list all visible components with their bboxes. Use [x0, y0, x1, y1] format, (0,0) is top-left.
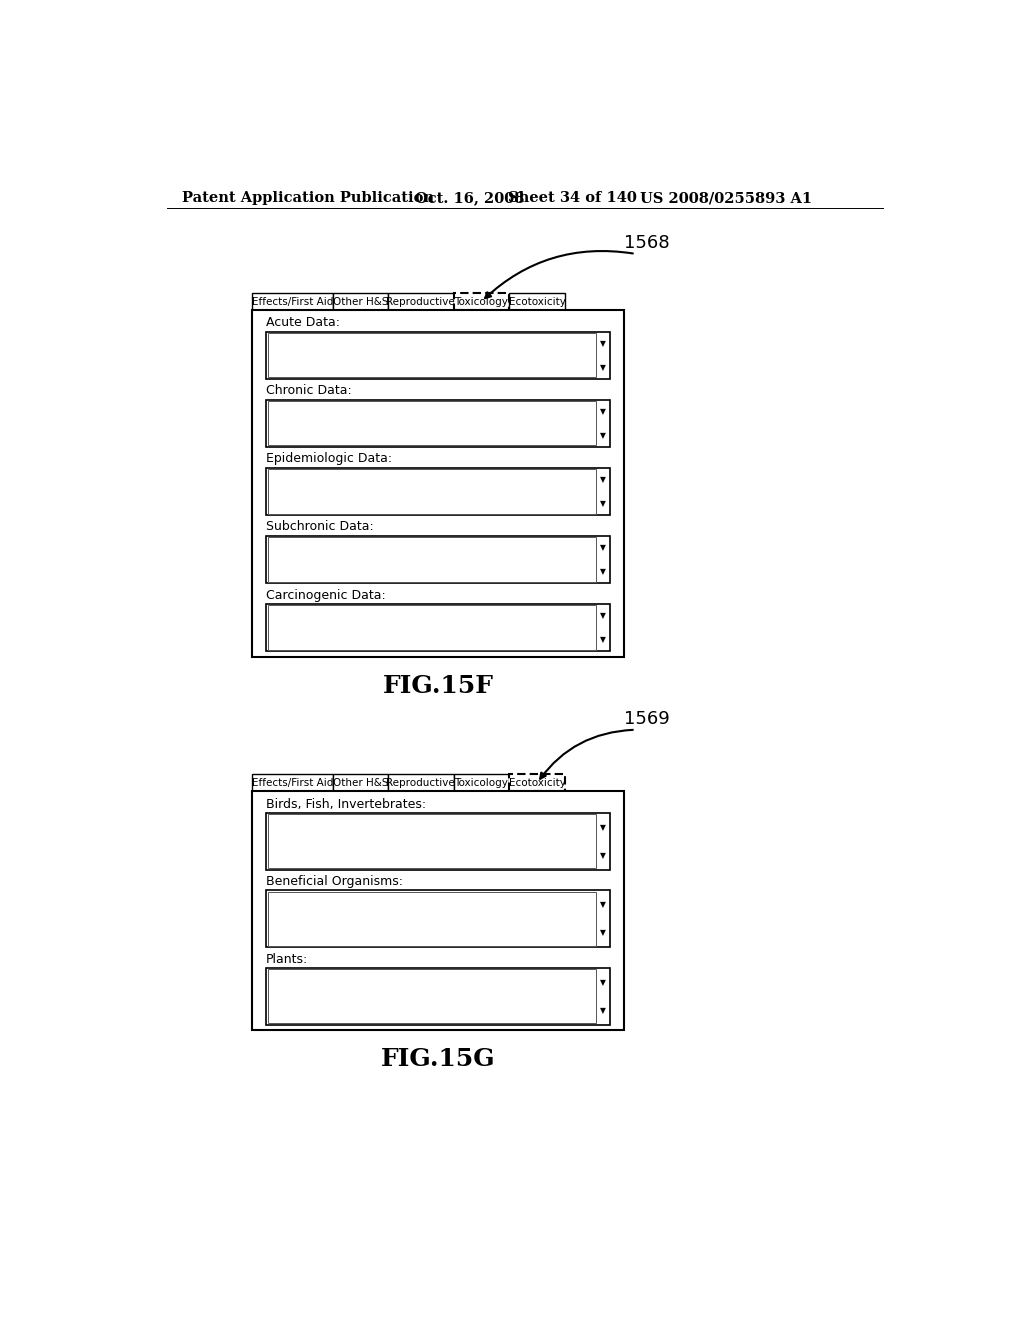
Text: ▼: ▼ — [600, 363, 606, 372]
Text: Ecotoxicity: Ecotoxicity — [509, 297, 565, 306]
Bar — [334, 775, 388, 792]
Bar — [266, 605, 610, 651]
Bar — [267, 814, 596, 869]
Bar — [598, 331, 608, 355]
Text: ▼: ▼ — [600, 407, 606, 416]
Text: ▼: ▼ — [600, 611, 606, 620]
Bar — [388, 293, 454, 310]
Bar — [267, 333, 596, 378]
Text: ▼: ▼ — [600, 851, 606, 859]
Bar — [598, 813, 608, 841]
Bar — [598, 605, 608, 627]
Bar — [388, 775, 454, 792]
Text: ▼: ▼ — [600, 475, 606, 484]
Text: 1568: 1568 — [624, 234, 670, 252]
Bar — [598, 400, 608, 424]
Text: ▼: ▼ — [600, 566, 606, 576]
Bar — [252, 310, 624, 656]
Bar — [266, 536, 610, 583]
Text: Other H&S: Other H&S — [333, 297, 388, 306]
Bar — [598, 424, 608, 447]
Bar — [598, 491, 608, 515]
Bar — [266, 813, 610, 870]
Text: Reproductive: Reproductive — [386, 297, 455, 306]
Text: Toxicology: Toxicology — [455, 777, 508, 788]
Text: ▼: ▼ — [600, 499, 606, 508]
Bar — [598, 627, 608, 651]
Text: Oct. 16, 2008: Oct. 16, 2008 — [415, 191, 524, 206]
Text: FIG.15G: FIG.15G — [381, 1047, 496, 1072]
Bar — [267, 892, 596, 945]
Text: ▼: ▼ — [600, 900, 606, 909]
Text: Birds, Fish, Invertebrates:: Birds, Fish, Invertebrates: — [266, 797, 426, 810]
Bar — [267, 537, 596, 582]
Text: 1569: 1569 — [624, 710, 670, 727]
Bar — [267, 401, 596, 445]
Text: ▼: ▼ — [600, 1006, 606, 1015]
Bar — [266, 400, 610, 447]
Bar — [598, 997, 608, 1024]
Bar — [252, 293, 334, 310]
Text: Beneficial Organisms:: Beneficial Organisms: — [266, 875, 403, 888]
Bar — [252, 792, 624, 1030]
Text: ▼: ▼ — [600, 978, 606, 986]
Text: Effects/First Aid: Effects/First Aid — [252, 297, 334, 306]
Text: Plants:: Plants: — [266, 953, 308, 965]
Text: ▼: ▼ — [600, 928, 606, 937]
Text: Other H&S: Other H&S — [333, 777, 388, 788]
Text: Ecotoxicity: Ecotoxicity — [509, 777, 565, 788]
Text: Subchronic Data:: Subchronic Data: — [266, 520, 374, 533]
Bar — [252, 775, 334, 792]
Text: ▼: ▼ — [600, 822, 606, 832]
Text: ▼: ▼ — [600, 635, 606, 644]
Bar — [454, 775, 509, 792]
Bar — [334, 293, 388, 310]
Text: Patent Application Publication: Patent Application Publication — [182, 191, 434, 206]
Text: Chronic Data:: Chronic Data: — [266, 384, 351, 397]
Bar — [266, 968, 610, 1024]
Text: ▼: ▼ — [600, 430, 606, 440]
Bar — [598, 467, 608, 491]
Text: ▼: ▼ — [600, 543, 606, 552]
Bar — [598, 560, 608, 583]
FancyBboxPatch shape — [509, 775, 565, 792]
Text: FIG.15F: FIG.15F — [383, 673, 494, 698]
FancyBboxPatch shape — [454, 293, 509, 310]
Text: Carcinogenic Data:: Carcinogenic Data: — [266, 589, 386, 602]
Bar — [598, 841, 608, 870]
Text: Toxicology: Toxicology — [455, 297, 508, 306]
Bar — [267, 969, 596, 1023]
Text: Acute Data:: Acute Data: — [266, 317, 340, 329]
Bar — [598, 355, 608, 379]
Text: Reproductive: Reproductive — [386, 777, 455, 788]
Bar — [598, 891, 608, 919]
Text: US 2008/0255893 A1: US 2008/0255893 A1 — [640, 191, 812, 206]
Text: ▼: ▼ — [600, 339, 606, 348]
Text: Effects/First Aid: Effects/First Aid — [252, 777, 334, 788]
Bar — [266, 891, 610, 948]
Bar — [266, 331, 610, 379]
Text: Epidemiologic Data:: Epidemiologic Data: — [266, 453, 392, 466]
Bar — [267, 606, 596, 649]
Text: Sheet 34 of 140: Sheet 34 of 140 — [508, 191, 637, 206]
Bar — [509, 293, 565, 310]
Bar — [598, 919, 608, 948]
Bar — [598, 536, 608, 560]
Bar — [267, 470, 596, 513]
Bar — [266, 467, 610, 515]
Bar — [598, 968, 608, 997]
